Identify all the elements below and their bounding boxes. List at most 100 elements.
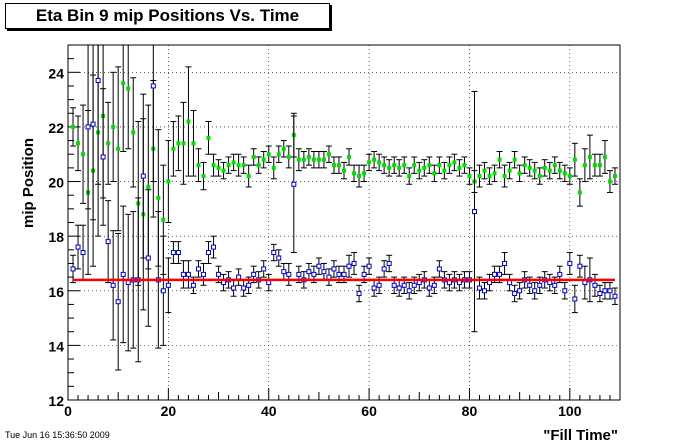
data-point	[166, 179, 171, 184]
data-point	[527, 165, 532, 170]
data-point	[175, 250, 181, 256]
data-point	[607, 288, 613, 294]
series-2	[70, 45, 618, 371]
data-point	[276, 255, 282, 261]
data-point	[296, 271, 302, 277]
data-point	[547, 168, 552, 173]
data-point	[352, 171, 357, 176]
data-point	[567, 260, 573, 266]
data-point	[271, 165, 276, 170]
data-point	[281, 146, 286, 151]
data-point	[140, 173, 146, 179]
data-point	[477, 174, 482, 179]
data-point	[446, 280, 452, 286]
grid	[67, 45, 620, 401]
y-tick-label: 18	[48, 229, 64, 245]
data-point	[336, 271, 342, 277]
data-point	[407, 174, 412, 179]
data-point	[171, 146, 176, 151]
data-point	[376, 282, 382, 288]
data-point	[457, 165, 462, 170]
data-point	[497, 271, 503, 277]
data-point	[221, 280, 227, 286]
data-point	[185, 271, 191, 277]
data-point	[582, 163, 587, 168]
data-point	[607, 179, 612, 184]
data-point	[547, 280, 553, 286]
data-point	[416, 280, 422, 286]
data-point	[557, 271, 563, 277]
data-point	[161, 217, 166, 222]
data-point	[396, 285, 402, 291]
y-tick-label: 20	[48, 175, 64, 191]
data-point	[231, 285, 237, 291]
data-point	[482, 288, 488, 294]
data-point	[411, 282, 417, 288]
data-point	[351, 260, 357, 266]
data-point	[276, 152, 281, 157]
data-point	[592, 282, 598, 288]
series-1	[70, 45, 618, 311]
data-point	[392, 163, 397, 168]
data-point	[597, 291, 603, 296]
data-point	[195, 266, 201, 272]
x-tick-label: 40	[261, 403, 277, 419]
x-tick-label: 0	[64, 403, 72, 419]
data-point	[110, 282, 116, 288]
data-point	[90, 121, 96, 127]
data-point	[587, 154, 592, 159]
y-axis-label: mip Position	[20, 138, 37, 228]
y-tick-label: 12	[48, 393, 64, 409]
data-point	[246, 282, 252, 288]
data-point	[362, 171, 367, 176]
x-axis-label: "Fill Time"	[543, 427, 618, 444]
data-point	[401, 282, 407, 288]
data-point	[447, 163, 452, 168]
data-point	[111, 124, 116, 129]
data-point	[567, 174, 572, 179]
data-point	[271, 250, 277, 256]
data-point	[266, 280, 272, 286]
x-tick-label: 100	[558, 403, 582, 419]
data-point	[296, 157, 301, 162]
data-point	[372, 157, 377, 162]
data-point	[261, 266, 267, 272]
data-point	[306, 154, 311, 159]
data-point	[342, 168, 346, 173]
data-point	[517, 171, 522, 176]
data-point	[427, 163, 432, 168]
data-point	[417, 168, 422, 173]
data-point	[266, 152, 271, 157]
data-point	[542, 165, 547, 170]
axes: 12 14 16 18 20 22 24 0 20 40 60 80 100	[48, 44, 621, 419]
x-tick-label: 20	[161, 403, 177, 419]
data-point	[70, 266, 76, 272]
data-point	[281, 269, 287, 275]
data-point	[115, 299, 121, 305]
data-point	[381, 266, 387, 272]
data-point	[201, 174, 206, 179]
y-tick-label: 24	[48, 65, 64, 81]
data-point	[170, 250, 176, 256]
data-point	[286, 271, 292, 277]
data-point	[467, 174, 472, 179]
data-point	[116, 146, 121, 151]
data-point	[382, 163, 387, 168]
data-point	[336, 163, 341, 168]
data-point	[346, 263, 352, 269]
data-point	[120, 271, 126, 277]
data-point	[241, 285, 247, 291]
data-point	[452, 160, 457, 165]
data-point	[487, 280, 493, 286]
data-point	[186, 119, 191, 124]
timestamp: Tue Jun 16 15:36:50 2009	[5, 430, 110, 440]
data-point	[95, 78, 101, 83]
data-point	[251, 271, 257, 277]
data-point	[357, 174, 362, 179]
data-point	[522, 163, 527, 168]
data-point	[482, 168, 487, 173]
data-point	[422, 165, 427, 170]
data-point	[562, 288, 568, 294]
data-point	[512, 157, 517, 162]
data-point	[321, 157, 326, 162]
